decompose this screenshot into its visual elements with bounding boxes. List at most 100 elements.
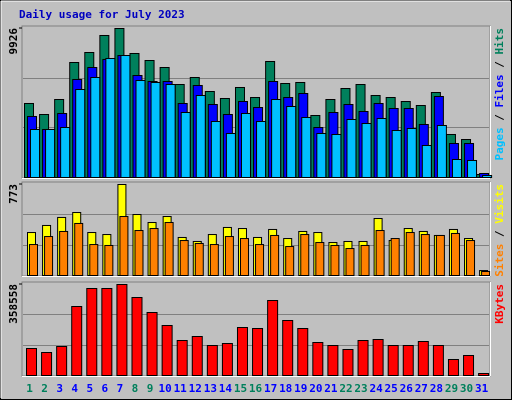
bar <box>179 240 189 276</box>
x-tick-label: 15 <box>234 382 247 395</box>
x-tick-label: 8 <box>132 382 139 395</box>
bar <box>71 306 83 376</box>
bar <box>210 120 221 178</box>
bar <box>375 230 385 276</box>
x-tick-label: 13 <box>204 382 217 395</box>
bar <box>286 105 297 178</box>
bar <box>26 347 37 377</box>
bar <box>90 76 101 178</box>
y-tick-label: 358558 <box>7 284 20 324</box>
x-tick-label: 23 <box>354 382 367 395</box>
bar <box>206 344 218 376</box>
bar <box>195 95 206 178</box>
bar <box>357 340 369 376</box>
legend-separator: / <box>493 224 506 244</box>
legend: KBytes <box>493 284 506 324</box>
bar <box>255 244 265 276</box>
bar <box>41 351 53 376</box>
bar <box>165 84 176 178</box>
bar <box>316 133 327 178</box>
bar <box>372 339 384 377</box>
bar <box>134 230 144 276</box>
bar <box>164 222 174 277</box>
bar <box>345 248 355 276</box>
x-tick-label: 24 <box>369 382 383 395</box>
x-tick-label: 31 <box>475 382 489 395</box>
bar <box>120 55 131 178</box>
bar <box>74 222 84 277</box>
legend-entry: Sites <box>493 244 506 277</box>
x-tick-label: 11 <box>174 382 188 395</box>
bar <box>466 240 476 276</box>
x-tick-label: 28 <box>430 382 443 395</box>
bar <box>44 236 54 276</box>
bar <box>282 320 294 376</box>
bar <box>376 118 387 178</box>
x-tick-label: 30 <box>460 382 473 395</box>
x-tick-label: 5 <box>86 382 93 395</box>
bar <box>390 238 400 276</box>
bar <box>161 325 173 376</box>
bar <box>224 236 234 276</box>
bar <box>435 234 445 276</box>
x-tick-label: 3 <box>56 382 63 395</box>
x-tick-label: 10 <box>159 382 172 395</box>
x-tick-label: 27 <box>415 382 428 395</box>
bar <box>300 234 310 277</box>
bar <box>267 299 279 377</box>
x-tick-label: 6 <box>102 382 109 395</box>
bar <box>391 130 402 179</box>
x-tick-label: 9 <box>147 382 154 395</box>
bar <box>256 120 267 178</box>
bar <box>285 246 295 276</box>
bar <box>342 348 354 377</box>
x-tick-label: 21 <box>324 382 338 395</box>
bar <box>467 159 478 179</box>
bar <box>180 112 191 178</box>
bar <box>463 355 475 377</box>
legend-separator: / <box>493 55 506 75</box>
x-tick-label: 16 <box>249 382 263 395</box>
x-tick-label: 4 <box>71 382 78 395</box>
bar <box>86 287 98 376</box>
bar <box>149 228 159 276</box>
legend-separator: / <box>493 108 506 128</box>
bar <box>360 244 370 276</box>
bar <box>221 342 233 376</box>
bar <box>421 144 432 178</box>
bar <box>312 342 324 377</box>
legend-entry: Hits <box>493 28 506 55</box>
chart-title: Daily usage for July 2023 <box>19 8 185 21</box>
bar <box>119 216 129 276</box>
bar <box>297 328 309 376</box>
bar <box>482 175 493 178</box>
x-tick-label: 7 <box>117 382 124 395</box>
x-tick-label: 22 <box>339 382 352 395</box>
legend-entry: Pages <box>493 127 506 160</box>
bar <box>315 242 325 277</box>
bar <box>346 118 357 178</box>
bar <box>101 287 113 376</box>
bar <box>327 344 339 376</box>
bar <box>135 79 146 178</box>
bar <box>240 112 251 178</box>
bar <box>432 344 444 376</box>
bar <box>45 128 56 178</box>
x-tick-label: 1 <box>26 382 33 395</box>
bar <box>252 328 264 376</box>
bar <box>270 234 280 276</box>
bar <box>194 242 204 276</box>
bar <box>56 345 68 377</box>
bar <box>387 344 399 376</box>
bar <box>176 340 188 376</box>
legend-entry: Files <box>493 74 506 107</box>
x-tick-label: 2 <box>41 382 48 395</box>
bar <box>331 133 342 179</box>
x-tick-label: 12 <box>189 382 202 395</box>
bar <box>30 128 40 178</box>
bar <box>447 359 459 377</box>
bar <box>478 373 490 376</box>
bar <box>405 232 415 277</box>
bar <box>236 327 248 377</box>
